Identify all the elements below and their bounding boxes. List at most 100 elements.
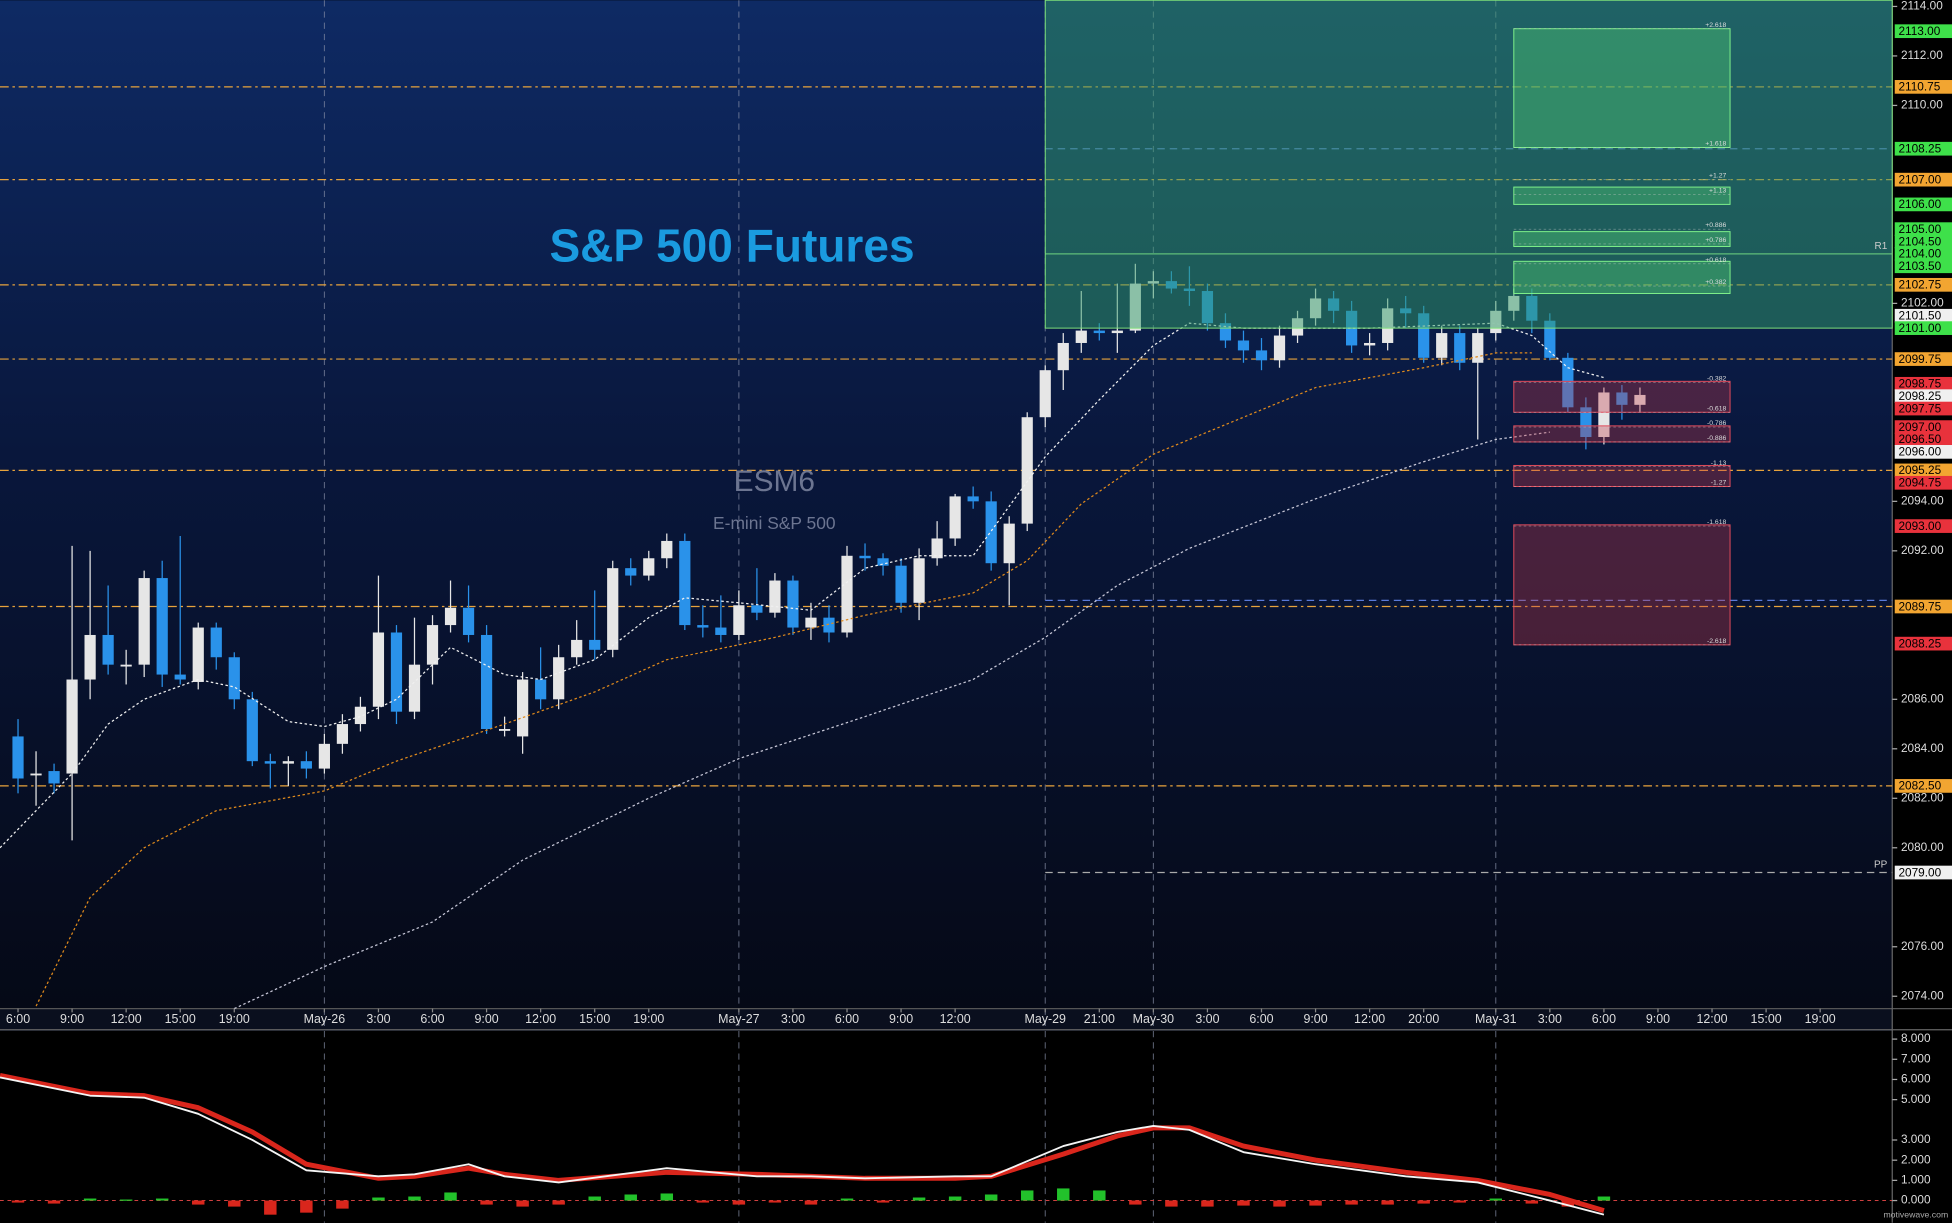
candle-body <box>877 558 889 566</box>
y-tick-label: 3.000 <box>1901 1132 1931 1146</box>
price-tag <box>1894 197 1952 212</box>
price-tag-label: 2102.75 <box>1898 278 1941 292</box>
annotation: R1 <box>1875 241 1888 252</box>
candle-body <box>1454 333 1466 363</box>
candle-body <box>769 580 781 613</box>
x-tick-label: 20:00 <box>1408 1012 1439 1026</box>
price-tag-label: 2108.25 <box>1898 141 1941 155</box>
price-tag <box>1894 475 1952 490</box>
y-tick-label: 0.000 <box>1901 1193 1931 1207</box>
fib-label: -2.618 <box>1707 638 1727 645</box>
histogram-bar <box>732 1200 746 1205</box>
fib-label: +1.13 <box>1709 188 1726 195</box>
price-tag <box>1894 420 1952 434</box>
histogram-bar <box>1417 1200 1430 1204</box>
candle-body <box>643 558 655 576</box>
price-tag <box>1894 308 1952 323</box>
y-tick-label: 2094.00 <box>1901 493 1944 507</box>
price-tag <box>1894 259 1952 274</box>
x-tick-label: 9:00 <box>1303 1012 1327 1026</box>
candle-body <box>1111 330 1123 334</box>
histogram-bar <box>984 1194 998 1201</box>
x-axis-band <box>0 1008 1893 1032</box>
candle-body <box>1255 350 1268 361</box>
y-tick-label: 2.000 <box>1901 1152 1931 1166</box>
price-tag <box>1894 141 1952 156</box>
y-tick-label: 1.000 <box>1901 1172 1931 1186</box>
y-tick-label: 2092.00 <box>1901 543 1944 557</box>
histogram-bar <box>768 1200 782 1203</box>
histogram-bar <box>1453 1200 1466 1203</box>
candle-body <box>553 657 565 700</box>
y-tick-label: 2110.00 <box>1901 98 1943 112</box>
y-tick-label: 2080.00 <box>1901 840 1944 854</box>
candle-body <box>1544 320 1556 358</box>
fib-label: +0.786 <box>1705 237 1726 244</box>
y-tick-label: 7.000 <box>1901 1051 1931 1065</box>
x-tick-label: May-27 <box>718 1012 760 1026</box>
histogram-bar <box>1057 1188 1070 1201</box>
histogram-bar <box>1597 1196 1611 1201</box>
price-tag-label: 2110.75 <box>1898 80 1940 94</box>
candle-body <box>66 679 78 774</box>
x-tick-label: 3:00 <box>366 1012 390 1026</box>
candle-body <box>697 625 709 628</box>
x-tick-label: 6:00 <box>1249 1012 1273 1026</box>
fib-label: -0.382 <box>1707 376 1727 383</box>
y-tick-label: 2082.00 <box>1901 790 1944 804</box>
x-tick-label: 9:00 <box>60 1012 84 1026</box>
zone <box>1513 425 1731 443</box>
zone <box>1513 464 1731 487</box>
candle-body <box>841 555 853 633</box>
x-tick-label: 12:00 <box>1696 1012 1727 1026</box>
candle-body <box>408 664 421 712</box>
candle-body <box>318 743 330 769</box>
price-tag-label: 2113.00 <box>1898 24 1940 38</box>
x-tick-label: 12:00 <box>111 1012 142 1026</box>
price-tag <box>1894 80 1952 94</box>
candle-body <box>300 761 312 769</box>
y-tick-label: 8.000 <box>1901 1031 1931 1045</box>
x-tick-label: 15:00 <box>165 1012 196 1026</box>
histogram-bar <box>840 1198 854 1201</box>
candle-body <box>1075 330 1087 343</box>
price-tag <box>1894 779 1952 793</box>
price-tag <box>1894 636 1952 651</box>
candle-body <box>498 729 511 731</box>
y-tick-label: 2076.00 <box>1901 939 1944 953</box>
x-tick-label: 6:00 <box>835 1012 859 1026</box>
candle-body <box>354 706 367 725</box>
zone <box>1513 260 1731 294</box>
candle-body <box>589 639 601 650</box>
price-tag <box>1894 234 1952 249</box>
candle-body <box>859 555 871 559</box>
price-tag <box>1894 389 1952 404</box>
histogram-bar <box>660 1193 674 1201</box>
histogram-bar <box>1489 1198 1502 1201</box>
histogram-bar <box>408 1196 421 1201</box>
candle-body <box>1598 392 1610 438</box>
candle-body <box>1021 417 1033 524</box>
fib-label: -0.786 <box>1707 420 1727 427</box>
histogram-bar <box>1525 1200 1539 1204</box>
price-tag-label: 2082.50 <box>1898 779 1941 793</box>
price-tag-label: 2094.75 <box>1898 476 1941 490</box>
moving-average <box>234 431 1550 1010</box>
candle-body <box>1580 407 1592 438</box>
histogram-bar <box>1381 1200 1394 1205</box>
price-tag-label: 2101.50 <box>1898 309 1941 323</box>
zone <box>1513 380 1731 413</box>
candle-body <box>1039 370 1051 418</box>
candle-body <box>679 540 691 626</box>
zone <box>1513 186 1731 205</box>
histogram-bar <box>1201 1200 1214 1207</box>
histogram-bar <box>1273 1200 1286 1207</box>
moving-average <box>35 352 1532 1007</box>
candle-body <box>120 664 132 667</box>
price-tag-label: 2088.25 <box>1898 636 1941 650</box>
candle-body <box>1418 313 1430 358</box>
histogram-bar <box>444 1192 457 1201</box>
histogram-bar <box>948 1196 962 1201</box>
candle-body <box>1436 333 1448 358</box>
histogram-bar <box>1237 1200 1250 1206</box>
